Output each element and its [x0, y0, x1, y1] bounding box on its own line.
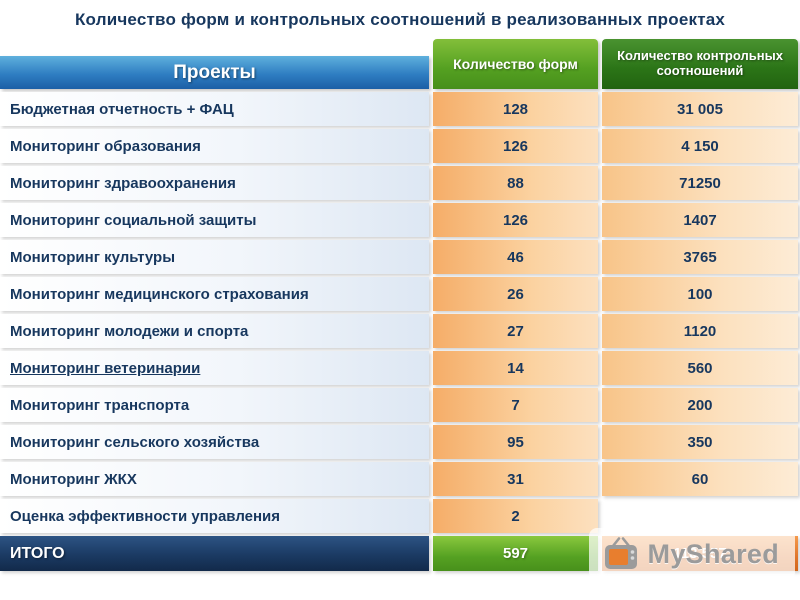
watermark-label: MyShared — [647, 538, 779, 569]
table-row: Мониторинг ветеринарии 14 560 — [0, 351, 798, 385]
project-name-cell: Мониторинг культуры — [0, 240, 429, 274]
table-row: Мониторинг транспорта 7 200 — [0, 388, 798, 422]
project-name: Мониторинг молодежи и спорта — [10, 322, 249, 340]
ratios-count-cell: 1120 — [602, 314, 798, 348]
total-label: ИТОГО — [0, 536, 429, 571]
table-row: Мониторинг ЖКХ 31 60 — [0, 462, 798, 496]
forms-count-cell: 95 — [433, 425, 598, 459]
ratios-count-cell: 1407 — [602, 203, 798, 237]
forms-count-cell: 26 — [433, 277, 598, 311]
project-name-cell: Мониторинг молодежи и спорта — [0, 314, 429, 348]
project-name: Мониторинг культуры — [10, 248, 176, 266]
forms-count-cell: 88 — [433, 166, 598, 200]
project-name: Мониторинг здравоохранения — [10, 174, 236, 192]
forms-count-cell: 2 — [433, 499, 598, 533]
project-name: Мониторинг образования — [10, 137, 201, 155]
project-name: Мониторинг медицинского страхования — [10, 285, 309, 303]
table-row: Мониторинг здравоохранения 88 71250 — [0, 166, 798, 200]
forms-count-cell: 126 — [433, 129, 598, 163]
project-name: Оценка эффективности управления — [10, 507, 281, 525]
forms-count-cell: 126 — [433, 203, 598, 237]
table-row: Мониторинг социальной защиты 126 1407 — [0, 203, 798, 237]
forms-count-cell: 31 — [433, 462, 598, 496]
projects-table: Проекты Количество форм Количество контр… — [0, 39, 798, 571]
myshared-watermark: MyShared — [588, 528, 795, 580]
ratios-count-cell: 200 — [602, 388, 798, 422]
column-header-projects: Проекты — [0, 56, 429, 89]
ratios-count-cell: 71250 — [602, 166, 798, 200]
project-name-cell: Мониторинг здравоохранения — [0, 166, 429, 200]
table-row: Бюджетная отчетность + ФАЦ 128 31 005 — [0, 92, 798, 126]
table-row: Мониторинг культуры 46 3765 — [0, 240, 798, 274]
forms-count-cell: 14 — [433, 351, 598, 385]
table-row: Оценка эффективности управления 2 — [0, 499, 798, 533]
forms-count-cell: 46 — [433, 240, 598, 274]
project-name-cell: Мониторинг социальной защиты — [0, 203, 429, 237]
myshared-tv-icon — [601, 537, 641, 571]
project-name-cell: Мониторинг медицинского страхования — [0, 277, 429, 311]
project-name: Бюджетная отчетность + ФАЦ — [10, 100, 234, 118]
table-row: Мониторинг молодежи и спорта 27 1120 — [0, 314, 798, 348]
forms-count-cell: 7 — [433, 388, 598, 422]
ratios-count-cell: 3765 — [602, 240, 798, 274]
table-row: Мониторинг медицинского страхования 26 100 — [0, 277, 798, 311]
total-forms-value: 597 — [433, 536, 598, 571]
project-name-cell: Мониторинг сельского хозяйства — [0, 425, 429, 459]
project-name-cell: Бюджетная отчетность + ФАЦ — [0, 92, 429, 126]
page-title: Количество форм и контрольных соотношени… — [74, 10, 726, 29]
project-name-cell: Мониторинг ЖКХ — [0, 462, 429, 496]
project-link[interactable]: Мониторинг ветеринарии — [10, 359, 201, 377]
ratios-count-cell: 31 005 — [602, 92, 798, 126]
project-name-cell: Мониторинг транспорта — [0, 388, 429, 422]
ratios-count-cell: 100 — [602, 277, 798, 311]
table-row: Мониторинг образования 126 4 150 — [0, 129, 798, 163]
project-name: Мониторинг социальной защиты — [10, 211, 257, 229]
project-name: Мониторинг сельского хозяйства — [10, 433, 260, 451]
table-body: Бюджетная отчетность + ФАЦ 128 31 005 Монит… — [0, 92, 798, 533]
ratios-count-cell: 60 — [602, 462, 798, 496]
project-name-cell: Мониторинг образования — [0, 129, 429, 163]
table-header-row: Проекты Количество форм Количество контр… — [0, 39, 798, 89]
project-link-cell: Мониторинг ветеринарии — [0, 351, 429, 385]
ratios-count-cell: 350 — [602, 425, 798, 459]
project-name: Мониторинг ЖКХ — [10, 470, 137, 488]
table-row: Мониторинг сельского хозяйства 95 350 — [0, 425, 798, 459]
project-name: Мониторинг транспорта — [10, 396, 190, 414]
ratios-count-cell: 560 — [602, 351, 798, 385]
column-header-forms: Количество форм — [433, 39, 598, 89]
ratios-count-cell: 4 150 — [602, 129, 798, 163]
forms-count-cell: 128 — [433, 92, 598, 126]
project-name-cell: Оценка эффективности управления — [0, 499, 429, 533]
column-header-ratios: Количество контрольных соотношений — [602, 39, 798, 89]
forms-count-cell: 27 — [433, 314, 598, 348]
